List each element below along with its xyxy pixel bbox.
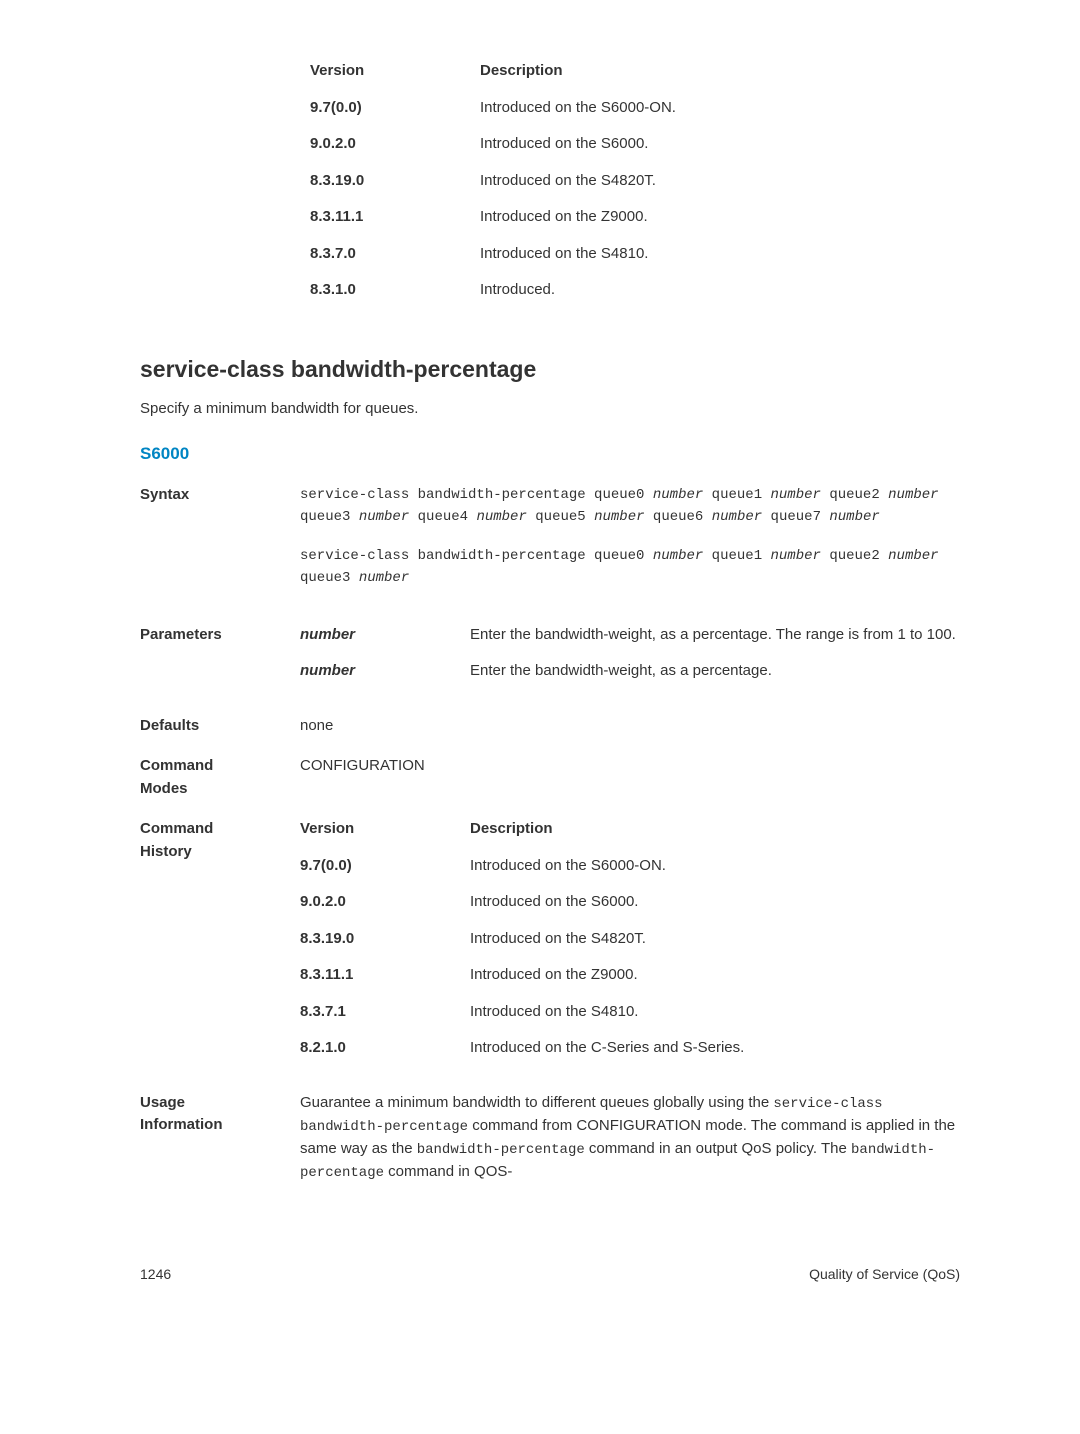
parameter-description: Enter the bandwidth-weight, as a percent… <box>470 624 960 647</box>
section-description: Specify a minimum bandwidth for queues. <box>140 398 960 421</box>
description-cell: Introduced on the S6000-ON. <box>480 97 960 120</box>
command-modes-label: CommandModes <box>140 755 300 800</box>
top-version-table: Version Description 9.7(0.0)Introduced o… <box>310 60 960 302</box>
parameter-description: Enter the bandwidth-weight, as a percent… <box>470 660 960 683</box>
version-cell: 9.0.2.0 <box>300 891 470 914</box>
parameters-label: Parameters <box>140 624 300 697</box>
command-modes-row: CommandModes CONFIGURATION <box>140 755 960 800</box>
version-cell: 9.7(0.0) <box>300 855 470 878</box>
parameters-content: numberEnter the bandwidth-weight, as a p… <box>300 624 960 697</box>
parameter-name: number <box>300 624 470 647</box>
version-cell: 8.3.11.1 <box>310 206 480 229</box>
parameter-row: numberEnter the bandwidth-weight, as a p… <box>300 660 960 683</box>
parameter-name: number <box>300 660 470 683</box>
table-row: 8.3.7.0Introduced on the S4810. <box>310 243 960 266</box>
table-row: 8.2.1.0Introduced on the C-Series and S-… <box>300 1037 960 1060</box>
version-cell: 9.0.2.0 <box>310 133 480 156</box>
description-cell: Introduced. <box>480 279 960 302</box>
table-row: 8.3.11.1Introduced on the Z9000. <box>310 206 960 229</box>
syntax-row: Syntax service-class bandwidth-percentag… <box>140 484 960 606</box>
table-row: 8.3.19.0Introduced on the S4820T. <box>310 170 960 193</box>
description-cell: Introduced on the S4820T. <box>470 928 960 951</box>
table-row: 9.7(0.0)Introduced on the S6000-ON. <box>300 855 960 878</box>
header-description: Description <box>470 818 960 841</box>
page-number: 1246 <box>140 1264 171 1285</box>
parameter-row: numberEnter the bandwidth-weight, as a p… <box>300 624 960 647</box>
syntax-block-2: service-class bandwidth-percentage queue… <box>300 545 960 590</box>
command-history-table: Version Description 9.7(0.0)Introduced o… <box>300 818 960 1074</box>
footer-section: Quality of Service (QoS) <box>809 1264 960 1285</box>
description-cell: Introduced on the Z9000. <box>480 206 960 229</box>
table-row: 8.3.11.1Introduced on the Z9000. <box>300 964 960 987</box>
header-version: Version <box>300 818 470 841</box>
usage-information-label: UsageInformation <box>140 1092 300 1184</box>
syntax-block-1: service-class bandwidth-percentage queue… <box>300 484 960 529</box>
version-cell: 8.3.11.1 <box>300 964 470 987</box>
description-cell: Introduced on the S6000-ON. <box>470 855 960 878</box>
command-history-row: CommandHistory Version Description 9.7(0… <box>140 818 960 1074</box>
description-cell: Introduced on the C-Series and S-Series. <box>470 1037 960 1060</box>
version-cell: 8.3.1.0 <box>310 279 480 302</box>
command-modes-value: CONFIGURATION <box>300 755 960 800</box>
syntax-content: service-class bandwidth-percentage queue… <box>300 484 960 606</box>
version-cell: 8.3.7.1 <box>300 1001 470 1024</box>
description-cell: Introduced on the S4810. <box>480 243 960 266</box>
syntax-label: Syntax <box>140 484 300 606</box>
table-row: 9.0.2.0Introduced on the S6000. <box>310 133 960 156</box>
version-cell: 8.3.19.0 <box>300 928 470 951</box>
version-cell: 9.7(0.0) <box>310 97 480 120</box>
version-cell: 8.3.19.0 <box>310 170 480 193</box>
section-subhead: S6000 <box>140 441 960 467</box>
table-row: 8.3.19.0Introduced on the S4820T. <box>300 928 960 951</box>
usage-information-content: Guarantee a minimum bandwidth to differe… <box>300 1092 960 1184</box>
table-row: 8.3.7.1Introduced on the S4810. <box>300 1001 960 1024</box>
table-row: 9.7(0.0)Introduced on the S6000-ON. <box>310 97 960 120</box>
description-cell: Introduced on the S6000. <box>480 133 960 156</box>
command-history-label: CommandHistory <box>140 818 300 1074</box>
description-cell: Introduced on the Z9000. <box>470 964 960 987</box>
table-row: 8.3.1.0Introduced. <box>310 279 960 302</box>
section-title: service-class bandwidth-percentage <box>140 352 960 387</box>
header-description: Description <box>480 60 960 83</box>
table-header: Version Description <box>300 818 960 841</box>
table-row: 9.0.2.0Introduced on the S6000. <box>300 891 960 914</box>
defaults-row: Defaults none <box>140 715 960 738</box>
defaults-value: none <box>300 715 960 738</box>
defaults-label: Defaults <box>140 715 300 738</box>
table-header: Version Description <box>310 60 960 83</box>
page-footer: 1246 Quality of Service (QoS) <box>140 1264 960 1285</box>
usage-information-row: UsageInformation Guarantee a minimum ban… <box>140 1092 960 1184</box>
version-cell: 8.2.1.0 <box>300 1037 470 1060</box>
description-cell: Introduced on the S4810. <box>470 1001 960 1024</box>
description-cell: Introduced on the S4820T. <box>480 170 960 193</box>
description-cell: Introduced on the S6000. <box>470 891 960 914</box>
parameters-row: Parameters numberEnter the bandwidth-wei… <box>140 624 960 697</box>
header-version: Version <box>310 60 480 83</box>
version-cell: 8.3.7.0 <box>310 243 480 266</box>
